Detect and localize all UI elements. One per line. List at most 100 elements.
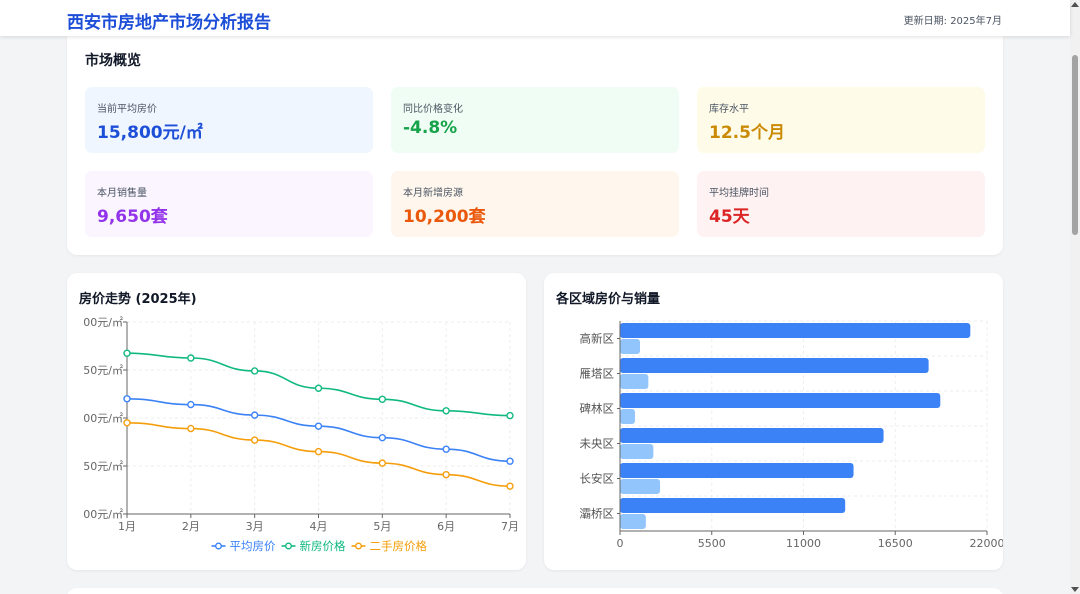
data-point: [506, 411, 514, 420]
data-point: [314, 422, 323, 430]
y-tick-label: 00元/㎡: [83, 412, 123, 425]
legend-item: 平均房价: [211, 539, 276, 553]
data-point: [442, 407, 450, 415]
x-tick-label: 16500: [878, 537, 913, 550]
price-trend-card: 房价走势 (2025年) 00元/㎡ 50元/㎡ 00元/㎡ 50元/㎡ 00元/㎡ 1月…: [67, 273, 526, 570]
data-point: [378, 395, 387, 403]
bar-1: [620, 479, 661, 494]
category-label: 碑林区: [580, 402, 615, 416]
bar-1: [620, 374, 649, 389]
stat-avg-price: 当前平均房价 15,800元/㎡: [85, 87, 373, 153]
category-label: 雁塔区: [580, 367, 615, 381]
category-label: 高新区: [580, 332, 615, 346]
data-point: [442, 445, 450, 453]
legend-item: 新房价格: [281, 539, 346, 553]
bar-0: [620, 498, 846, 513]
scroll-up-arrow-icon[interactable]: [1071, 2, 1079, 7]
legend-marker: [355, 542, 362, 550]
bar-0: [620, 323, 971, 338]
stat-label: 同比价格变化: [403, 104, 463, 115]
y-tick-label: 00元/㎡: [83, 316, 123, 329]
data-point: [123, 349, 131, 357]
data-point: [250, 436, 259, 444]
data-point: [506, 482, 514, 490]
stat-label: 平均挂牌时间: [709, 188, 769, 199]
category-label: 灞桥区: [580, 507, 615, 521]
stat-label: 本月销售量: [97, 188, 147, 199]
x-tick-label: 22000: [970, 537, 1004, 550]
bar-1: [620, 339, 641, 354]
stat-yoy-change: 同比价格变化 -4.8%: [391, 87, 679, 153]
data-point: [506, 457, 514, 465]
update-date: 更新日期: 2025年7月: [903, 16, 1002, 27]
market-overview-card: 市场概览 当前平均房价 15,800元/㎡ 同比价格变化 -4.8% 库存水平 …: [67, 36, 1003, 255]
stat-label: 库存水平: [709, 104, 749, 115]
x-tick-label: 3月: [246, 520, 264, 533]
stat-value: -4.8%: [403, 118, 458, 138]
data-point: [187, 400, 195, 409]
district-chart-title: 各区域房价与销量: [556, 292, 661, 307]
data-point: [123, 395, 131, 403]
stat-value: 10,200套: [403, 207, 486, 227]
bar-0: [620, 428, 884, 443]
x-tick-label: 4月: [310, 520, 328, 533]
data-point: [187, 424, 195, 433]
page-scrollbar[interactable]: [1070, 0, 1080, 594]
x-tick-label: 11000: [786, 537, 821, 550]
overview-title: 市场概览: [85, 53, 141, 69]
legend-marker: [285, 542, 292, 550]
data-point: [250, 367, 259, 375]
district-card: 各区域房价与销量 高新区雁塔区碑林区未央区长安区灞桥区 0 5500 11000 165…: [544, 273, 1003, 570]
data-point: [442, 470, 450, 479]
bar-1: [620, 409, 636, 424]
scroll-thumb[interactable]: [1072, 55, 1078, 235]
data-point: [250, 411, 259, 419]
bar-0: [620, 463, 854, 478]
data-point: [187, 354, 195, 362]
y-tick-label: 50元/㎡: [83, 364, 123, 377]
data-point: [378, 459, 387, 467]
y-tick-label: 00元/㎡: [83, 508, 123, 521]
bar-0: [620, 358, 929, 373]
stat-new-listings: 本月新增房源 10,200套: [391, 171, 679, 237]
stat-value: 9,650套: [97, 207, 168, 227]
y-tick-labels: 00元/㎡ 50元/㎡ 00元/㎡ 50元/㎡ 00元/㎡: [83, 316, 123, 521]
stat-value: 12.5个月: [709, 123, 785, 143]
stat-label: 当前平均房价: [97, 104, 157, 115]
next-section-card: [67, 588, 1003, 594]
top-header-bar: 西安市房地产市场分析报告 更新日期: 2025年7月: [0, 0, 1070, 36]
x-tick-label: 0: [617, 537, 624, 550]
stat-value: 15,800元/㎡: [97, 123, 203, 143]
legend-item: 二手房价格: [351, 539, 428, 553]
legend-marker: [215, 542, 222, 550]
x-tick-label: 5500: [698, 537, 726, 550]
stat-label: 本月新增房源: [403, 188, 463, 199]
data-point: [314, 384, 323, 392]
page-title: 西安市房地产市场分析报告: [67, 13, 271, 33]
trend-chart-title: 房价走势 (2025年): [79, 292, 197, 307]
bar-1: [620, 444, 654, 459]
x-tick-label: 2月: [182, 520, 200, 533]
legend-label: 平均房价: [230, 539, 276, 553]
x-tick-label: 1月: [118, 520, 136, 533]
bar-1: [620, 514, 646, 529]
stat-value: 45天: [709, 207, 750, 227]
x-tick-label: 5月: [373, 520, 391, 533]
y-tick-label: 50元/㎡: [83, 460, 123, 473]
scroll-down-arrow-icon[interactable]: [1071, 587, 1079, 592]
data-point: [123, 419, 131, 427]
x-tick-label: 7月: [501, 520, 519, 533]
bar-0: [620, 393, 941, 408]
stat-avg-listing-time: 平均挂牌时间 45天: [697, 171, 985, 237]
data-point: [378, 433, 387, 442]
stat-inventory: 库存水平 12.5个月: [697, 87, 985, 153]
data-point: [314, 447, 323, 456]
category-label: 长安区: [580, 472, 615, 486]
legend-label: 新房价格: [300, 539, 346, 553]
category-label: 未央区: [580, 437, 615, 451]
x-tick-label: 6月: [437, 520, 455, 533]
legend-label: 二手房价格: [370, 539, 428, 553]
stat-monthly-sales: 本月销售量 9,650套: [85, 171, 373, 237]
